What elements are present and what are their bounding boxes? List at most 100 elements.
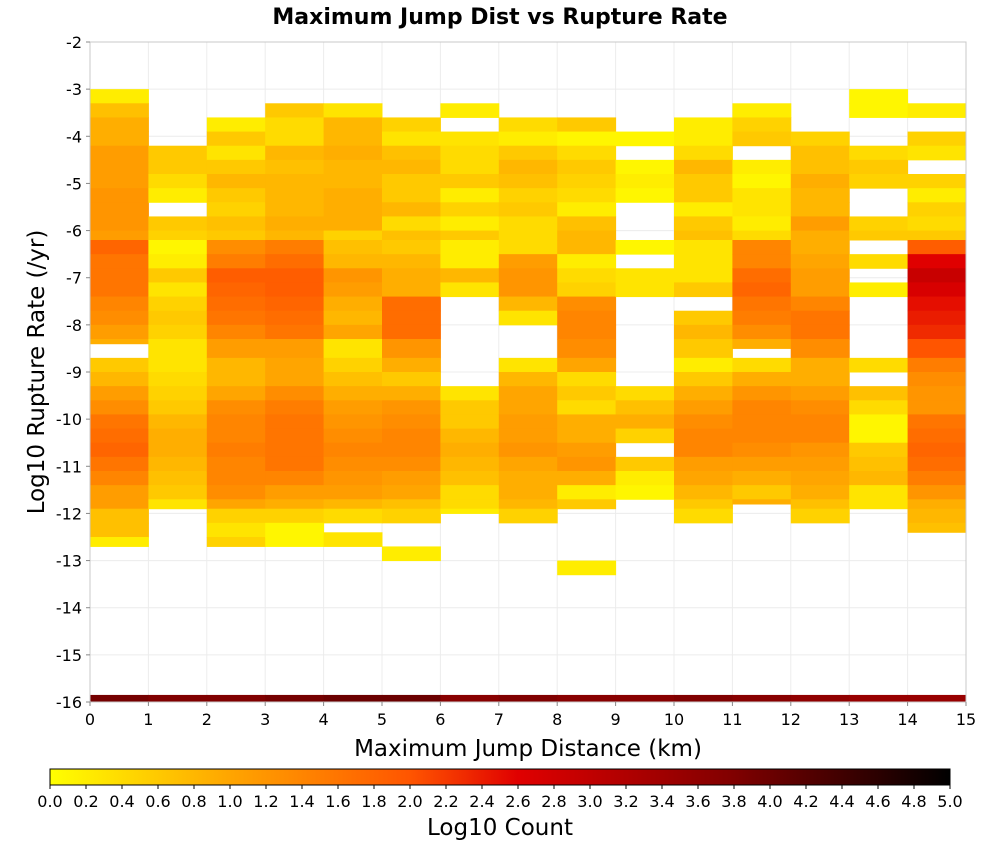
heatmap-cell [557,499,617,510]
heatmap-cell [90,174,149,189]
heatmap-cell [323,485,383,500]
heatmap-cell [440,131,500,147]
y-tick-label: -4 [66,127,82,146]
colorbar-tick-label: 1.4 [289,792,314,811]
heatmap-cell [674,159,733,175]
heatmap-cell [90,537,149,547]
heatmap-cell [382,339,441,359]
heatmap-cell [90,372,149,387]
heatmap-cell [557,428,617,444]
heatmap-cell [323,357,383,373]
heatmap-cell [557,216,617,232]
heatmap-cell [90,145,149,161]
heatmap-cell [557,324,617,340]
heatmap-cell [498,145,558,161]
heatmap-cell [498,400,558,415]
heatmap-cell [498,471,558,486]
y-tick-label: -11 [56,457,82,476]
heatmap-cell [206,694,266,702]
heatmap-cell [148,230,208,241]
colorbar-tick-label: 1.8 [361,792,386,811]
heatmap-cell [265,508,325,524]
heatmap-cell [323,131,383,147]
heatmap-cell [265,159,325,175]
heatmap-cell [732,159,792,175]
heatmap-cell [382,372,441,387]
heatmap-cell [790,268,850,283]
heatmap-cell [382,400,441,415]
heatmap-cell [382,414,441,430]
heatmap-cell [382,188,441,203]
heatmap-cell [790,230,850,241]
heatmap-cell [498,131,558,147]
heatmap-cell [382,471,441,486]
heatmap-cell [323,145,383,161]
heatmap-cell [674,240,733,255]
heatmap-cell [265,296,325,312]
heatmap-cell [790,240,850,255]
heatmap-cell [382,174,441,189]
heatmap-cell [615,485,675,500]
heatmap-cell [323,386,383,401]
heatmap-cell [498,117,558,133]
heatmap-cell [907,456,967,472]
heatmap-cell [849,694,909,702]
heatmap-cell [907,202,967,217]
heatmap-cell [148,499,208,510]
heatmap-cell [440,240,500,255]
heatmap-cell [382,202,441,217]
heatmap-cell [440,400,500,415]
y-tick-label: -8 [66,316,82,335]
heatmap-cell [206,339,266,359]
heatmap-cell [265,522,325,538]
heatmap-cell [732,268,792,283]
heatmap-cell [790,339,850,359]
heatmap-cell [790,485,850,500]
heatmap-cell [790,414,850,430]
heatmap-cell [790,471,850,486]
heatmap-cell [323,310,383,326]
heatmap-cell [498,508,558,524]
heatmap-cell [323,372,383,387]
heatmap-cell [440,456,500,472]
heatmap-cell [440,386,500,401]
heatmap-cell [907,131,967,147]
heatmap-cell [674,485,733,500]
heatmap-cell [615,188,675,203]
heatmap-cell [206,296,266,312]
y-tick-label: -15 [56,646,82,665]
x-tick-label: 6 [435,710,445,729]
heatmap-cell [382,145,441,161]
y-tick-label: -12 [56,504,82,523]
heatmap-cell [732,400,792,415]
heatmap-cell [440,508,500,514]
heatmap-cell [265,372,325,387]
heatmap-cell [148,188,208,203]
heatmap-cell [849,357,909,373]
x-tick-label: 9 [611,710,621,729]
heatmap-cell [674,254,733,269]
heatmap-cell [382,159,441,175]
heatmap-cell [440,188,500,203]
heatmap-cell [90,456,149,472]
heatmap-cell [498,386,558,401]
heatmap-cell [557,131,617,147]
heatmap-cell [440,442,500,458]
heatmap-cell [849,159,909,175]
colorbar-tick-label: 0.6 [145,792,170,811]
heatmap-cell [732,471,792,486]
heatmap-cell [265,324,325,340]
y-tick-label: -6 [66,222,82,241]
heatmap-cell [557,400,617,415]
heatmap-cell [148,456,208,472]
heatmap-cell [557,230,617,241]
heatmap-cell [323,428,383,444]
heatmap-cell [557,414,617,430]
heatmap-cell [206,508,266,524]
x-tick-label: 7 [494,710,504,729]
heatmap-cell [148,442,208,458]
heatmap-cell [148,414,208,430]
heatmap-cell [206,357,266,373]
heatmap-cell [382,485,441,500]
x-tick-label: 14 [897,710,917,729]
